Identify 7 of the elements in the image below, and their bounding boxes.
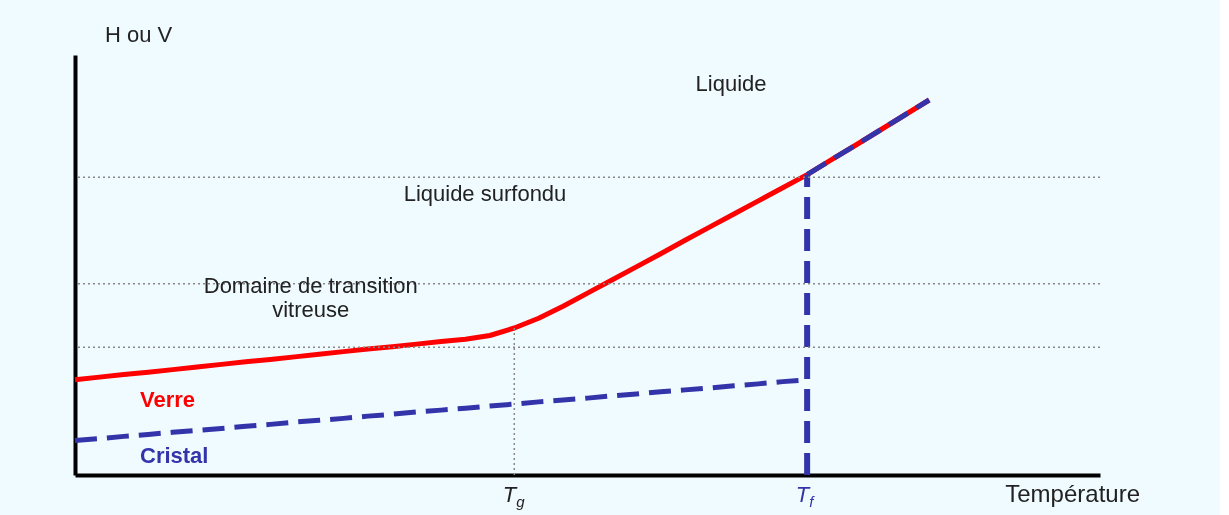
series-label: Verre xyxy=(140,386,196,412)
y-axis-title: H ou V xyxy=(105,22,173,47)
annotation: Liquide surfondu xyxy=(403,180,567,206)
x-axis-title: Température xyxy=(1005,480,1140,507)
annotation: Domaine de transition vitreuse xyxy=(203,273,418,322)
series-label: Cristal xyxy=(140,442,209,468)
text: Liquide xyxy=(695,71,767,97)
